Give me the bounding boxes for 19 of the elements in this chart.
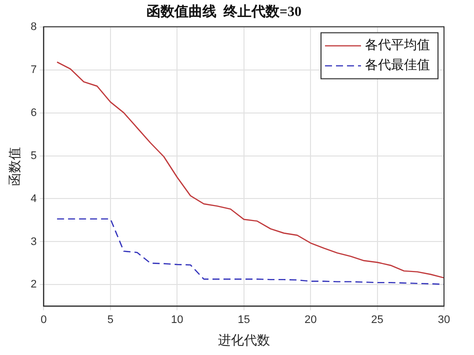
y-tick-label: 5 xyxy=(30,150,37,162)
x-tick-label: 10 xyxy=(171,314,184,326)
x-tick-label: 25 xyxy=(371,314,384,326)
x-tick-label: 0 xyxy=(40,314,47,326)
y-tick-label: 8 xyxy=(30,20,37,33)
x-tick-label: 5 xyxy=(107,314,114,326)
x-axis-title: 进化代数 xyxy=(218,332,270,348)
y-axis-title: 函数值 xyxy=(7,147,22,186)
x-tick-label: 30 xyxy=(438,314,450,326)
legend-label: 各代最佳值 xyxy=(365,57,430,72)
y-tick-label: 2 xyxy=(30,278,37,291)
y-tick-label: 3 xyxy=(30,236,37,248)
x-tick-label: 15 xyxy=(238,314,250,326)
legend-label: 各代平均值 xyxy=(365,37,430,52)
y-tick-label: 6 xyxy=(30,106,37,119)
chart-title: 函数值曲线 终止代数=30 xyxy=(146,4,302,20)
x-tick-label: 20 xyxy=(304,314,317,326)
y-tick-label: 7 xyxy=(30,64,37,76)
y-tick-label: 4 xyxy=(30,192,37,205)
